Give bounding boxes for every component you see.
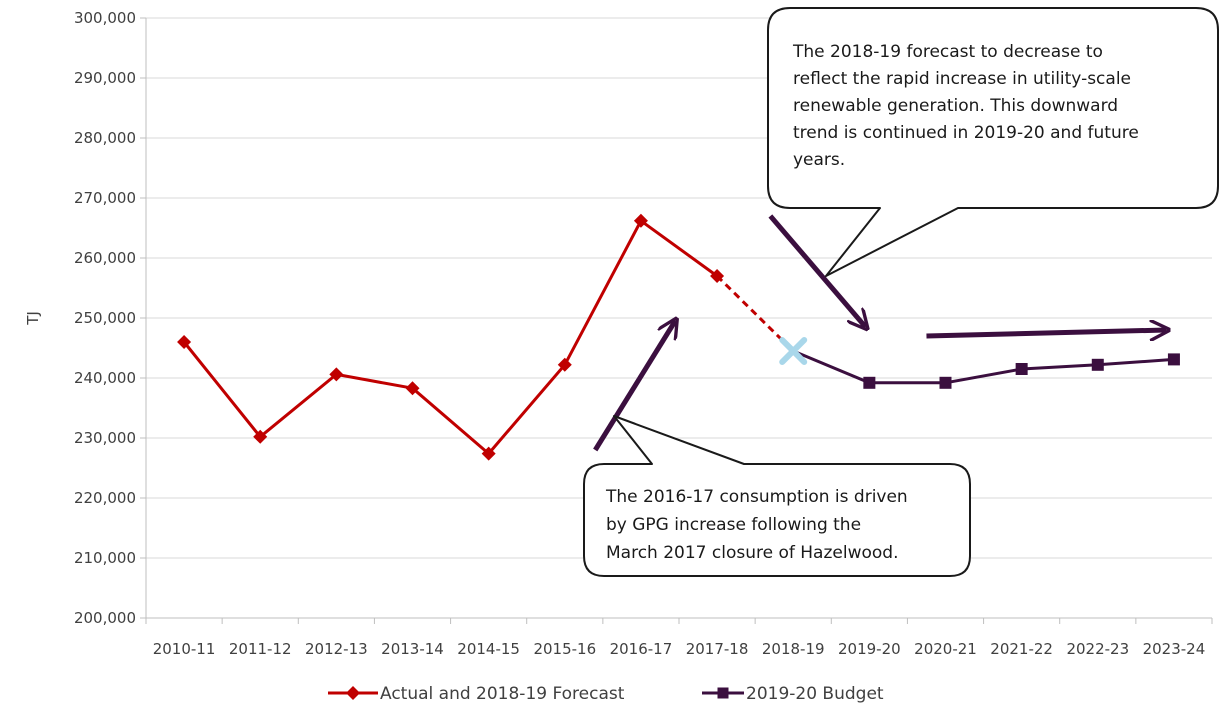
y-tick-label: 210,000 bbox=[74, 549, 136, 567]
x-tick-labels: 2010-11 2011-12 2012-13 2013-14 2014-15 2015-… bbox=[153, 640, 1206, 658]
callout-bottom-text-line: by GPG increase following the bbox=[606, 515, 861, 535]
x-tick-label: 2010-11 bbox=[153, 640, 216, 658]
data-point-diamond bbox=[405, 381, 420, 396]
y-tick-label: 270,000 bbox=[74, 189, 136, 207]
callout-bottom-text-line: March 2017 closure of Hazelwood. bbox=[606, 543, 898, 563]
data-point-diamond bbox=[253, 429, 268, 444]
data-point-diamond bbox=[481, 446, 496, 461]
x-tick-label: 2022-23 bbox=[1066, 640, 1129, 658]
callout-bottom-text-line: The 2016-17 consumption is driven bbox=[605, 487, 908, 507]
callout-top-text-line: trend is continued in 2019-20 and future bbox=[793, 123, 1139, 143]
x-tick-label: 2011-12 bbox=[229, 640, 292, 658]
x-tick-label: 2017-18 bbox=[686, 640, 749, 658]
y-tick-label: 280,000 bbox=[74, 129, 136, 147]
callout-top-text-line: years. bbox=[793, 150, 845, 170]
data-point-square bbox=[1091, 358, 1104, 371]
legend: Actual and 2018-19 Forecast 2019-20 Budge… bbox=[328, 684, 884, 704]
x-tick-label: 2019-20 bbox=[838, 640, 901, 658]
y-tick-label: 220,000 bbox=[74, 489, 136, 507]
legend-swatch-square bbox=[717, 687, 729, 699]
series-lines bbox=[182, 219, 1175, 456]
callout-bottom: The 2016-17 consumption is driven by GPG … bbox=[583, 415, 971, 577]
y-tick-label: 260,000 bbox=[74, 249, 136, 267]
trend-arrow bbox=[768, 214, 865, 327]
series-line-1 bbox=[182, 219, 718, 456]
y-tick-labels: 200,000 210,000 220,000 230,000 240,000 250,0… bbox=[74, 9, 136, 627]
callout-top-text-line: reflect the rapid increase in utility-sc… bbox=[793, 69, 1131, 89]
series-markers bbox=[177, 213, 1180, 461]
x-tick-label: 2023-24 bbox=[1143, 640, 1206, 658]
trend-arrow bbox=[926, 330, 1166, 336]
x-tick-label: 2015-16 bbox=[533, 640, 596, 658]
callout-top-box bbox=[767, 7, 1219, 277]
callout-bottom-box bbox=[583, 415, 971, 577]
legend-label: 2019-20 Budget bbox=[746, 684, 884, 704]
data-point-square bbox=[1015, 363, 1028, 375]
y-tick-label: 240,000 bbox=[74, 369, 136, 387]
y-tick-label: 290,000 bbox=[74, 69, 136, 87]
legend-swatch-diamond bbox=[346, 686, 360, 700]
data-point-diamond bbox=[633, 213, 648, 228]
x-tick-label: 2020-21 bbox=[914, 640, 977, 658]
data-point-square bbox=[939, 376, 952, 389]
x-tick-label: 2018-19 bbox=[762, 640, 825, 658]
y-tick-label: 230,000 bbox=[74, 429, 136, 447]
star-stroke bbox=[779, 337, 808, 365]
data-point-star bbox=[779, 337, 808, 365]
y-axis-title: TJ bbox=[24, 311, 42, 326]
y-tick-label: 200,000 bbox=[74, 609, 136, 627]
data-point-square bbox=[1167, 353, 1180, 366]
legend-label: Actual and 2018-19 Forecast bbox=[380, 684, 625, 704]
data-point-diamond bbox=[329, 367, 344, 382]
y-tick-label: 300,000 bbox=[74, 9, 136, 27]
trend-arrow bbox=[593, 321, 675, 452]
data-point-diamond bbox=[710, 269, 725, 283]
x-tick-label: 2016-17 bbox=[610, 640, 673, 658]
callout-top-text-line: The 2018-19 forecast to decrease to bbox=[792, 42, 1103, 62]
axes bbox=[140, 17, 1213, 624]
x-tick-label: 2014-15 bbox=[457, 640, 520, 658]
x-tick-label: 2021-22 bbox=[990, 640, 1053, 658]
callouts: The 2018-19 forecast to decrease to refle… bbox=[583, 7, 1219, 577]
y-tick-label: 250,000 bbox=[74, 309, 136, 327]
data-point-diamond bbox=[557, 357, 572, 372]
series-line-2 bbox=[792, 349, 1175, 385]
data-point-diamond bbox=[177, 335, 192, 349]
x-tick-label: 2012-13 bbox=[305, 640, 368, 658]
trend-arrows bbox=[593, 214, 1166, 452]
x-tick-label: 2013-14 bbox=[381, 640, 444, 658]
data-point-square bbox=[863, 376, 876, 389]
callout-top-text-line: renewable generation. This downward bbox=[793, 96, 1118, 116]
callout-top: The 2018-19 forecast to decrease to refle… bbox=[767, 7, 1219, 277]
